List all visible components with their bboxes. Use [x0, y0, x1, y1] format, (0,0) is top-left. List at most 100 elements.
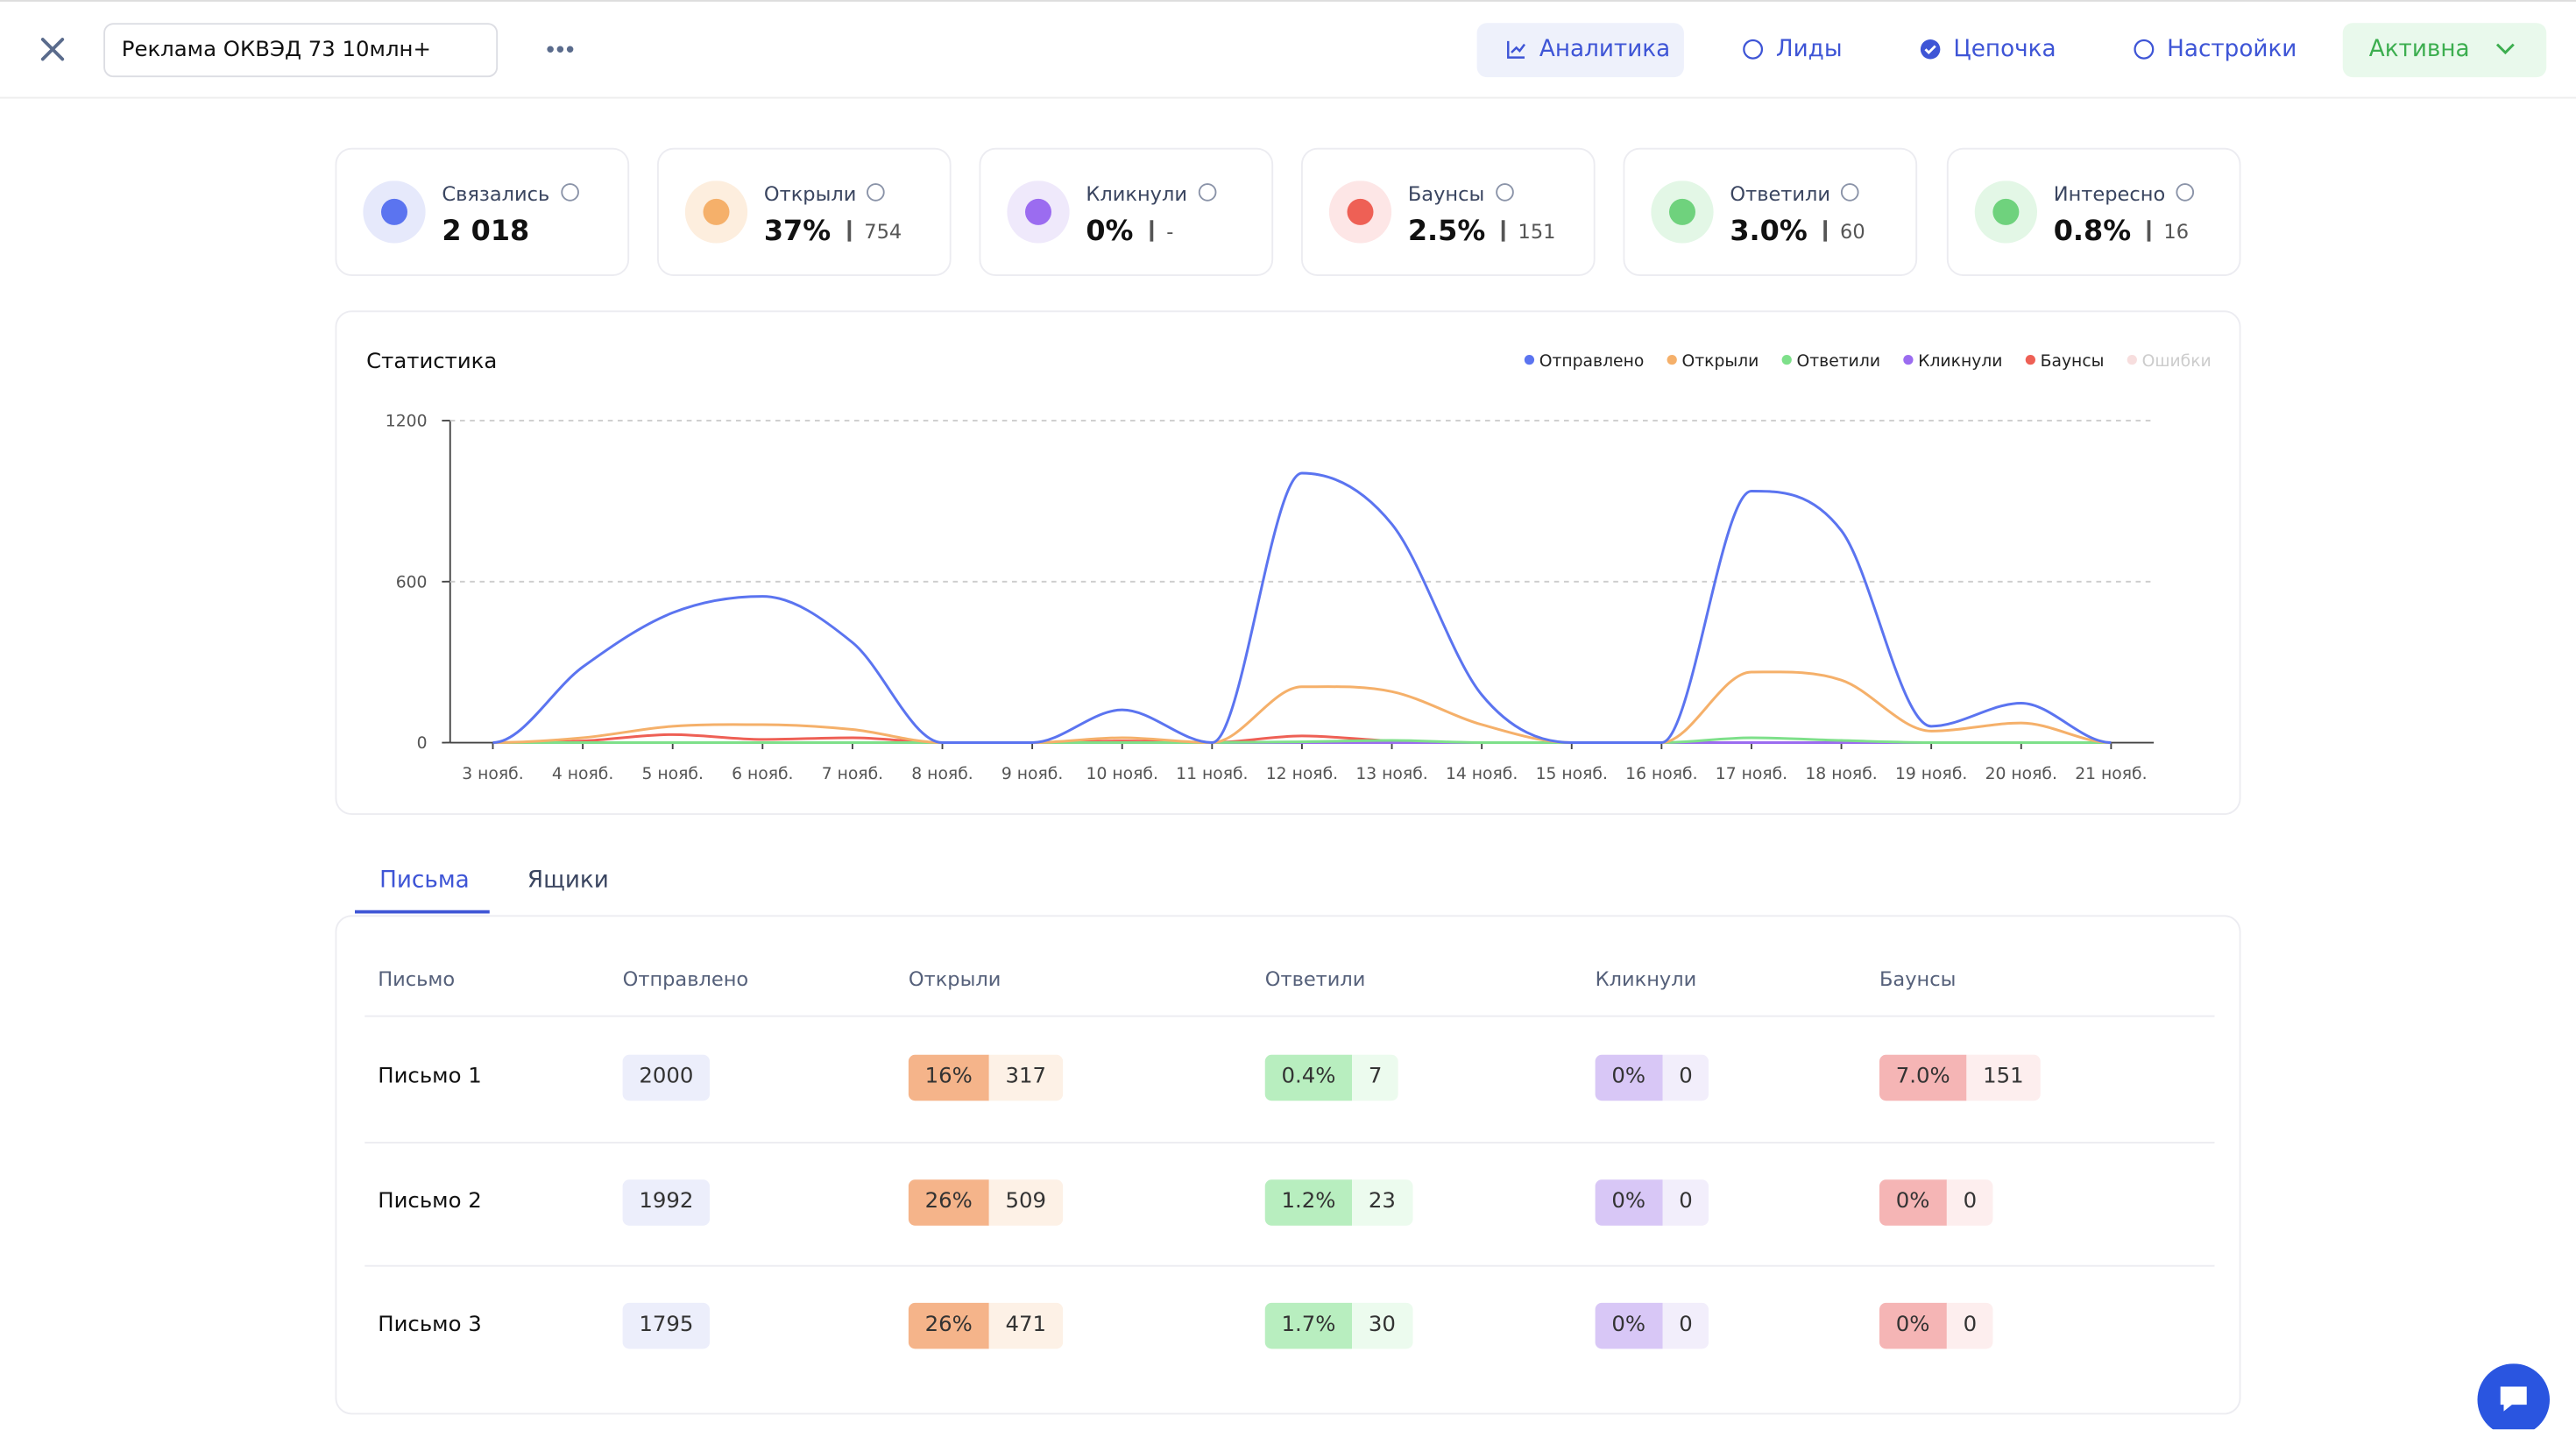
x-tick-label: 3 нояб.	[462, 765, 523, 783]
pct-badge: 0%	[1595, 1179, 1662, 1225]
legend-label: Баунсы	[2041, 352, 2105, 371]
kpi-icon	[1328, 181, 1392, 244]
more-button[interactable]	[542, 36, 582, 62]
chat-button[interactable]	[2477, 1363, 2551, 1430]
chevron	[2495, 43, 2515, 55]
icon	[867, 183, 885, 202]
separator	[1150, 220, 1153, 242]
info-icon[interactable]	[1840, 182, 1860, 202]
count-badge: 0	[1662, 1302, 1709, 1349]
x-tick-label: 11 нояб.	[1176, 765, 1248, 783]
x-tick-label: 7 нояб.	[822, 765, 883, 783]
status-dropdown[interactable]	[2342, 23, 2547, 78]
x-tick-label: 19 нояб.	[1895, 765, 1967, 783]
count-badge: 30	[1352, 1302, 1412, 1349]
pct-badge: 0%	[1879, 1179, 1947, 1225]
letter-name: Письмо 3	[378, 1313, 482, 1338]
kpi-label: Ответили	[1730, 182, 1831, 206]
pct-badge: 26%	[908, 1179, 989, 1225]
legend-label: Ошибки	[2142, 352, 2212, 371]
nav-item[interactable]: Аналитика	[1539, 36, 1671, 63]
count-badge: 151	[1966, 1054, 2041, 1101]
info-icon[interactable]	[2176, 182, 2196, 202]
icon	[1924, 45, 1936, 54]
count-badge: 509	[988, 1179, 1063, 1225]
close-button[interactable]	[36, 33, 69, 67]
kpi-card: Ответили 3.0% 60	[1623, 147, 1918, 276]
icon-glyph	[1669, 198, 1695, 225]
kpi-label: Связались	[442, 182, 550, 206]
nav-icon	[1743, 39, 1764, 60]
pct-badge: 0%	[1879, 1302, 1947, 1349]
icon	[2176, 183, 2195, 202]
y-tick-label: 1200	[386, 413, 428, 431]
x-tick-label: 9 нояб.	[1001, 765, 1063, 783]
legend-marker	[1667, 355, 1677, 365]
chart: Статистика 0 600 1200 3 нояб. 4 нояб. 5 нояб. 6…	[366, 348, 2212, 783]
kpi-icon	[1651, 181, 1714, 244]
kpi-card: Связались 2 018	[335, 147, 630, 276]
x-tick-label: 10 нояб.	[1086, 765, 1158, 783]
icon	[2134, 39, 2155, 60]
kpi-count: 151	[1518, 220, 1556, 244]
legend: Отправлено Открыли Ответили Кликнули Баунсы О…	[1524, 352, 2212, 371]
tab[interactable]: Письма	[379, 867, 470, 894]
kpi-value: 3.0%	[1730, 215, 1808, 249]
chart-title: Статистика	[366, 348, 497, 373]
info-icon[interactable]	[866, 182, 886, 202]
separator	[1501, 220, 1504, 242]
pct-badge: 7.0%	[1879, 1054, 1967, 1101]
x-tick-label: 5 нояб.	[641, 765, 703, 783]
series-line	[492, 471, 2112, 745]
icon-glyph	[1025, 198, 1051, 225]
row-rule	[364, 1141, 2215, 1143]
kpi-count: -	[1166, 220, 1174, 244]
nav-icon	[1507, 40, 1525, 59]
x-tick-label: 18 нояб.	[1805, 765, 1877, 783]
nav-item[interactable]: Цепочка	[1953, 36, 2056, 63]
count-badge: 0	[1662, 1179, 1709, 1225]
column-header: Письмо	[378, 967, 456, 991]
nav-item[interactable]: Лиды	[1775, 36, 1843, 63]
pct-badge: 1.2%	[1264, 1179, 1353, 1225]
legend-label: Ответили	[1796, 352, 1880, 371]
kpi-card: Открыли 37% 754	[657, 147, 952, 276]
kpi-label: Кликнули	[1086, 182, 1187, 206]
x-tick-label: 13 нояб.	[1355, 765, 1427, 783]
y-tick-label: 600	[396, 573, 428, 591]
chart-card: Статистика 0 600 1200 3 нояб. 4 нояб. 5 нояб. 6…	[335, 310, 2241, 815]
column-header: Кликнули	[1595, 967, 1697, 991]
y-tick-label: 0	[417, 734, 428, 753]
separator	[1823, 220, 1827, 242]
pct-badge: 26%	[908, 1302, 989, 1349]
status-label: Активна	[2368, 36, 2470, 63]
x-tick-label: 12 нояб.	[1266, 765, 1338, 783]
pct-badge: 16%	[908, 1054, 989, 1101]
active-nav-bg	[1476, 23, 1684, 78]
campaign-name-input[interactable]: Реклама ОКВЭД 73 10млн+	[103, 23, 499, 78]
tab[interactable]: Ящики	[527, 867, 609, 894]
kpi-value: 0.8%	[2053, 215, 2132, 249]
x-tick-label: 16 нояб.	[1625, 765, 1697, 783]
nav-item[interactable]: Настройки	[2167, 36, 2297, 63]
info-icon[interactable]	[1198, 182, 1218, 202]
legend-marker	[2025, 355, 2035, 365]
x-tick-label: 21 нояб.	[2075, 765, 2147, 783]
icon	[1743, 39, 1764, 60]
kpi-count: 16	[2163, 220, 2190, 244]
icon-glyph	[703, 198, 730, 225]
sent-badge: 1795	[622, 1302, 711, 1349]
count-badge: 7	[1352, 1054, 1399, 1101]
count-badge: 0	[1946, 1302, 1993, 1349]
column-header: Баунсы	[1879, 967, 1957, 991]
legend-label: Открыли	[1681, 352, 1759, 371]
count-badge: 317	[988, 1054, 1063, 1101]
kpi-count: 754	[864, 220, 902, 244]
icon-glyph	[1347, 198, 1374, 225]
info-icon[interactable]	[560, 182, 580, 202]
kpi-icon	[1007, 181, 1070, 244]
table-card: Письмо Отправлено Открыли Ответили Кликнули Б…	[335, 915, 2241, 1415]
info-icon[interactable]	[1495, 182, 1515, 202]
legend-label: Отправлено	[1539, 352, 1645, 371]
